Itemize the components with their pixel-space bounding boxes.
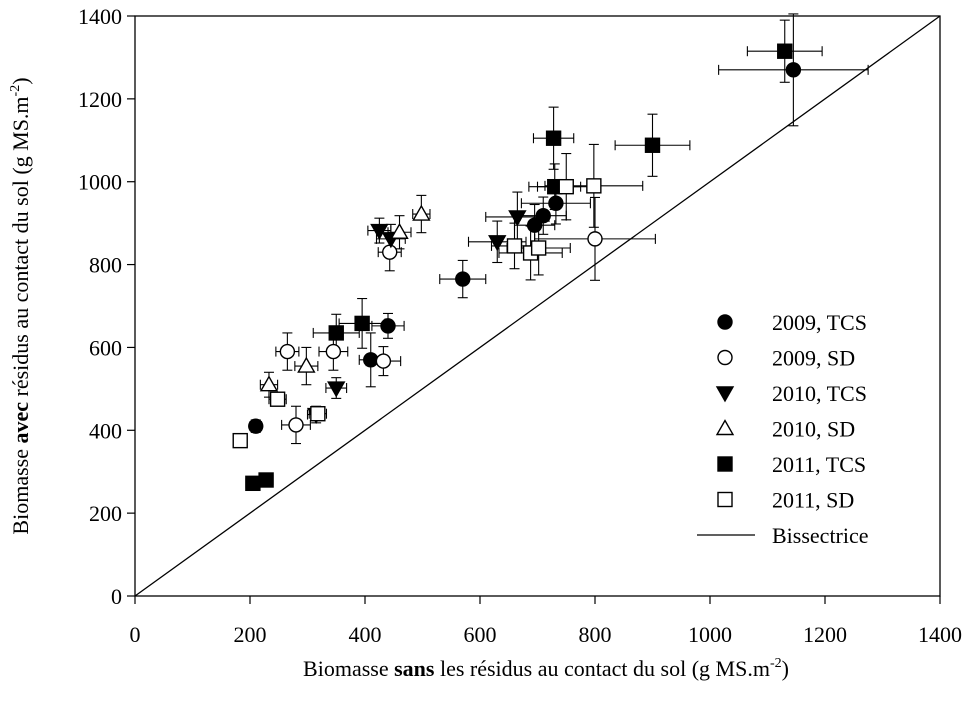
y-tick-label: 400: [89, 418, 122, 443]
data-point: [455, 271, 471, 287]
y-tick-label: 600: [89, 335, 122, 360]
data-point: [288, 417, 304, 433]
x-tick-label: 400: [349, 622, 382, 647]
legend-marker: [717, 314, 733, 330]
data-point: [370, 223, 389, 241]
x-tick-label: 1200: [803, 622, 847, 647]
x-tick-label: 200: [234, 622, 267, 647]
data-point: [245, 475, 261, 492]
data-point: [548, 195, 564, 211]
data-point: [363, 352, 379, 368]
legend-label: 2011, SD: [772, 488, 854, 513]
data-point: [558, 178, 574, 195]
data-point: [530, 240, 547, 256]
y-tick-label: 1400: [78, 4, 122, 29]
legend-label: Bissectrice: [772, 523, 869, 548]
data-point: [508, 210, 527, 227]
plot-frame: [134, 15, 941, 597]
y-tick-label: 1000: [78, 170, 122, 195]
legend-marker: [717, 349, 733, 366]
y-axis-title: Biomasse avec résidus au contact du sol …: [8, 77, 33, 534]
data-point: [526, 217, 543, 233]
data-point: [328, 325, 344, 341]
legend-marker: [717, 456, 733, 472]
data-point: [545, 130, 562, 146]
x-tick-label: 600: [464, 622, 497, 647]
bissectrice-line: [134, 15, 941, 597]
y-tick-label: 800: [89, 253, 122, 278]
data-point: [382, 244, 398, 260]
data-point: [269, 391, 286, 407]
y-tick-label: 200: [89, 501, 122, 526]
data-point: [777, 43, 793, 59]
data-point: [232, 432, 248, 449]
data-point: [412, 204, 431, 221]
y-tick-label: 0: [111, 584, 122, 609]
legend-marker: [715, 386, 735, 403]
data-point: [259, 375, 279, 392]
legend-marker: [715, 419, 735, 436]
data-point: [535, 207, 551, 224]
data-point: [644, 137, 661, 153]
data-point: [297, 356, 316, 373]
x-tick-label: 0: [130, 622, 141, 647]
y-tick-label: 1200: [78, 87, 122, 112]
data-point: [785, 62, 802, 78]
legend-label: 2009, TCS: [772, 310, 867, 335]
data-point: [506, 238, 523, 254]
legend: 2009, TCS 2009, SD 2010, TCS 2010, SD 2011, …: [697, 310, 869, 548]
data-point: [354, 315, 370, 332]
data-point: [390, 222, 409, 239]
legend-label: 2010, TCS: [772, 381, 867, 406]
data-point: [327, 381, 346, 398]
data-point: [248, 418, 264, 434]
legend-marker: [717, 491, 733, 508]
data-point: [375, 353, 392, 369]
x-tick-label: 1400: [918, 622, 962, 647]
legend-label: 2010, SD: [772, 417, 855, 442]
x-axis-title: Biomasse sans les résidus au contact du …: [303, 656, 789, 681]
data-point: [380, 318, 396, 334]
x-tick-label: 1000: [688, 622, 732, 647]
data-point: [325, 343, 342, 360]
data-point: [310, 406, 326, 422]
legend-label: 2011, TCS: [772, 452, 866, 477]
data-point: [586, 178, 602, 194]
legend-label: 2009, SD: [772, 346, 855, 371]
data-point: [488, 235, 507, 252]
data-point: [587, 231, 603, 247]
x-tick-label: 800: [579, 622, 612, 647]
data-point: [258, 472, 274, 488]
data-point: [279, 343, 296, 360]
